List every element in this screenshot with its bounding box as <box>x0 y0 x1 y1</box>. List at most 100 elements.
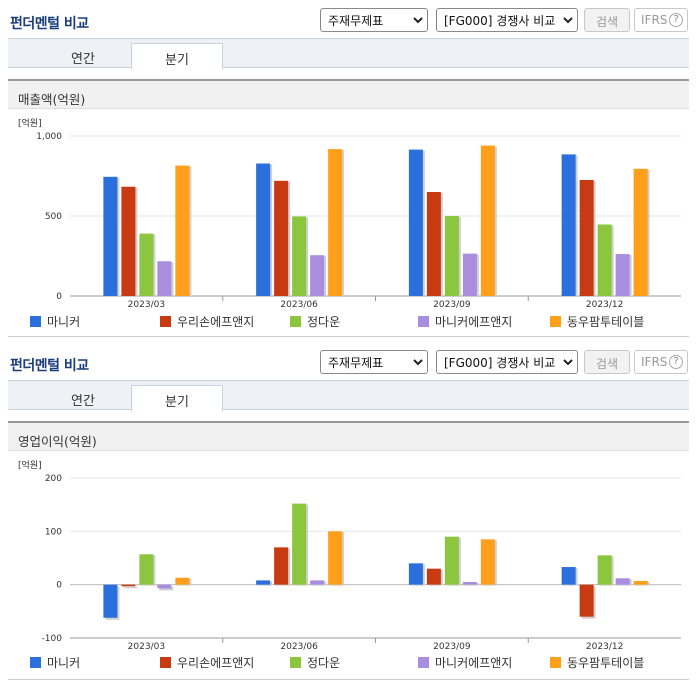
chevron-down-icon <box>563 17 573 24</box>
legend-item[interactable]: 마니커에프앤지 <box>418 313 512 330</box>
statement-select[interactable]: 주재무제표 <box>320 350 428 374</box>
legend-swatch <box>30 657 41 668</box>
operating-profit-chart: [억원] -100 0 100 200 2023/03 2023/06 2023/09 2023… <box>18 459 681 650</box>
bar[interactable] <box>175 165 190 296</box>
bar[interactable] <box>157 261 172 296</box>
section-title: 영업이익(억원) <box>8 421 689 451</box>
panel-header: 펀더멘털 비교 주재무제표 [FG000] 경쟁사 비교 검색 IFRS ? <box>0 342 696 380</box>
fundamental-panel-revenue: 펀더멘털 비교 주재무제표 [FG000] 경쟁사 비교 검색 IFRS ? 연… <box>0 0 696 340</box>
bar[interactable] <box>274 180 289 296</box>
legend-item[interactable]: 정다운 <box>290 654 340 671</box>
bar[interactable] <box>310 255 325 296</box>
peer-group-select-value: [FG000] 경쟁사 비교 <box>444 356 556 370</box>
search-button[interactable]: 검색 <box>584 8 630 32</box>
legend-swatch <box>418 657 429 668</box>
legend-item[interactable]: 정다운 <box>290 313 340 330</box>
tab-quarterly[interactable]: 분기 <box>131 43 223 70</box>
bar[interactable] <box>121 584 136 587</box>
legend-swatch <box>550 316 561 327</box>
bar[interactable] <box>328 531 343 585</box>
x-tick-label: 2023/06 <box>280 300 318 308</box>
bar[interactable] <box>103 584 118 618</box>
bar[interactable] <box>615 254 630 296</box>
legend-item[interactable]: 우리손에프앤지 <box>160 313 254 330</box>
bar[interactable] <box>408 563 423 585</box>
bar[interactable] <box>121 186 136 296</box>
legend-label: 우리손에프앤지 <box>177 315 255 329</box>
bar[interactable] <box>615 578 630 585</box>
bar[interactable] <box>139 554 154 585</box>
x-tick-label: 2023/12 <box>586 300 623 308</box>
bar[interactable] <box>579 584 594 617</box>
bar[interactable] <box>292 503 307 585</box>
tab-quarterly[interactable]: 분기 <box>131 385 223 412</box>
bar[interactable] <box>157 584 172 589</box>
ifrs-button[interactable]: IFRS ? <box>634 350 688 374</box>
panel-header: 펀더멘털 비교 주재무제표 [FG000] 경쟁사 비교 검색 IFRS ? <box>0 0 696 38</box>
bar[interactable] <box>310 580 325 585</box>
bar[interactable] <box>256 163 271 296</box>
bar[interactable] <box>175 577 190 585</box>
bar[interactable] <box>444 536 459 585</box>
bar[interactable] <box>579 180 594 296</box>
legend-swatch <box>418 316 429 327</box>
ifrs-label: IFRS <box>641 13 668 27</box>
bar[interactable] <box>480 539 495 585</box>
peer-group-select[interactable]: [FG000] 경쟁사 비교 <box>436 350 578 374</box>
bar[interactable] <box>274 547 289 585</box>
y-tick-label: 200 <box>45 474 62 484</box>
bar[interactable] <box>462 582 477 585</box>
bar[interactable] <box>292 216 307 296</box>
bar[interactable] <box>597 555 612 585</box>
panel-title: 펀더멘털 비교 <box>10 358 89 374</box>
bar[interactable] <box>561 154 576 296</box>
legend-item[interactable]: 우리손에프앤지 <box>160 654 254 671</box>
legend-item[interactable]: 마니커 <box>30 654 80 671</box>
bar[interactable] <box>462 253 477 296</box>
help-icon[interactable]: ? <box>669 13 683 27</box>
bar[interactable] <box>633 168 648 296</box>
x-tick-label: 2023/09 <box>433 300 471 308</box>
y-tick-label: 0 <box>56 581 62 591</box>
legend-label: 마니커 <box>47 315 81 329</box>
period-tabs: 연간 분기 <box>8 380 689 412</box>
bar[interactable] <box>444 216 459 296</box>
unit-label: [억원] <box>18 117 42 129</box>
search-button[interactable]: 검색 <box>584 350 630 374</box>
bar[interactable] <box>408 149 423 296</box>
bar[interactable] <box>256 580 271 585</box>
tab-annual[interactable]: 연간 <box>71 394 95 409</box>
ifrs-button[interactable]: IFRS ? <box>634 8 688 32</box>
y-tick-label: 500 <box>45 212 62 222</box>
bar[interactable] <box>561 567 576 585</box>
bar[interactable] <box>426 192 441 296</box>
bar[interactable] <box>597 224 612 296</box>
bar[interactable] <box>480 145 495 296</box>
bar[interactable] <box>103 176 118 296</box>
legend-swatch <box>160 657 171 668</box>
legend-item[interactable]: 동우팜투테이블 <box>550 654 644 671</box>
bar[interactable] <box>328 149 343 296</box>
unit-label: [억원] <box>18 459 42 471</box>
bar[interactable] <box>633 580 648 585</box>
legend-item[interactable]: 마니커 <box>30 313 80 330</box>
divider <box>8 336 689 337</box>
chevron-down-icon <box>413 359 423 366</box>
statement-select-value: 주재무제표 <box>328 14 384 28</box>
chevron-down-icon <box>563 359 573 366</box>
divider <box>8 679 689 680</box>
period-tabs: 연간 분기 <box>8 38 689 70</box>
x-tick-label: 2023/12 <box>586 642 623 650</box>
bar[interactable] <box>426 568 441 585</box>
statement-select[interactable]: 주재무제표 <box>320 8 428 32</box>
peer-group-select[interactable]: [FG000] 경쟁사 비교 <box>436 8 578 32</box>
tab-annual[interactable]: 연간 <box>71 52 95 67</box>
legend-label: 정다운 <box>307 656 341 670</box>
ifrs-label: IFRS <box>641 355 668 369</box>
x-tick-label: 2023/09 <box>433 642 471 650</box>
legend-item[interactable]: 동우팜투테이블 <box>550 313 644 330</box>
help-icon[interactable]: ? <box>669 355 683 369</box>
revenue-chart: [억원] 0 500 1,000 2023/03 2023/06 2023/09 2023/1… <box>18 117 681 308</box>
bar[interactable] <box>139 233 154 296</box>
legend-item[interactable]: 마니커에프앤지 <box>418 654 512 671</box>
